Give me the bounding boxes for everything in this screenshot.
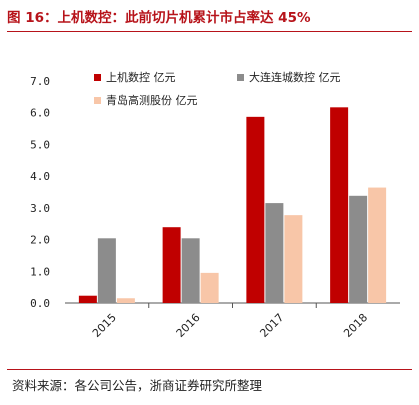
bar-2016-series-3 xyxy=(200,272,219,303)
chart-bars xyxy=(78,107,387,303)
legend-swatch xyxy=(94,97,101,104)
chart-axes xyxy=(65,302,400,308)
y-tick-label: 5.0 xyxy=(30,138,50,151)
y-tick-label: 3.0 xyxy=(30,202,50,215)
x-tick-label: 2015 xyxy=(90,311,119,340)
bar-2017-series-2 xyxy=(265,203,284,303)
source-note: 资料来源：各公司公告，浙商证券研究所整理 xyxy=(12,378,263,393)
x-tick-label: 2017 xyxy=(257,311,286,340)
bar-chart: 0.0 1.0 2.0 3.0 4.0 5.0 6.0 7.0 2015 2016 2017 2018… xyxy=(30,70,400,340)
x-tick-label: 2018 xyxy=(341,311,370,340)
y-tick-label: 0.0 xyxy=(30,297,50,310)
bar-2018-series-3 xyxy=(368,187,387,303)
bar-2018-series-2 xyxy=(349,195,368,303)
legend-swatch xyxy=(94,74,101,81)
bar-2018-series-1 xyxy=(330,107,349,303)
bar-2017-series-3 xyxy=(284,215,303,303)
title-rule xyxy=(7,31,412,32)
bar-2015-series-3 xyxy=(116,298,135,303)
y-tick-label: 1.0 xyxy=(30,265,50,278)
legend-label: 青岛高测股份 亿元 xyxy=(106,93,198,107)
bar-2015-series-1 xyxy=(78,295,97,303)
x-tick-label: 2016 xyxy=(174,311,203,340)
legend-label: 上机数控 亿元 xyxy=(106,70,176,84)
bar-2016-series-2 xyxy=(181,238,200,303)
y-tick-label: 2.0 xyxy=(30,234,50,247)
bar-2016-series-1 xyxy=(162,227,181,303)
legend-swatch xyxy=(237,74,244,81)
y-tick-label: 7.0 xyxy=(30,75,50,88)
y-tick-label: 6.0 xyxy=(30,107,50,120)
source-rule xyxy=(7,369,412,370)
y-tick-label: 4.0 xyxy=(30,170,50,183)
figure-title: 图 16：上机数控：此前切片机累计市占率达 45% xyxy=(7,10,311,26)
bar-2015-series-2 xyxy=(97,238,116,303)
legend-label: 大连连城数控 亿元 xyxy=(249,70,341,84)
bar-2017-series-1 xyxy=(246,116,265,303)
